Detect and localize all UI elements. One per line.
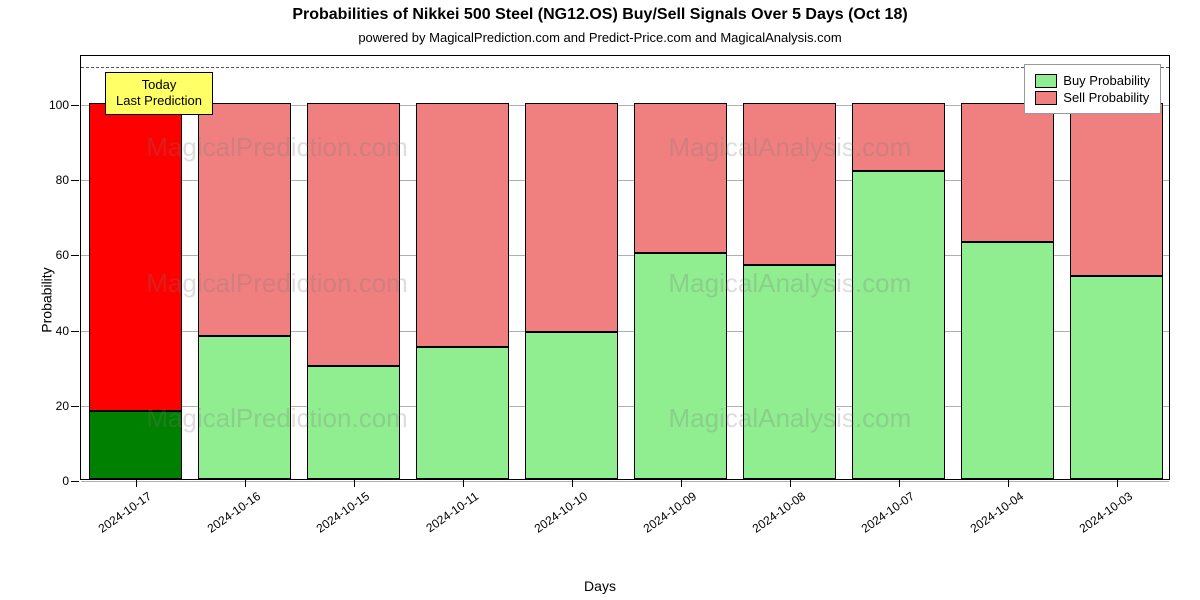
- bar-buy: [416, 347, 510, 479]
- bar-sell: [1070, 103, 1164, 276]
- x-axis-label: Days: [0, 578, 1200, 594]
- bar-buy: [1070, 276, 1164, 479]
- x-tick: [463, 479, 464, 487]
- y-tick: [71, 105, 79, 106]
- bar-sell: [307, 103, 401, 366]
- x-tick: [899, 479, 900, 487]
- bar-sell: [961, 103, 1055, 242]
- x-tick-label: 2024-10-16: [189, 489, 263, 546]
- y-tick-label: 60: [56, 248, 69, 262]
- y-tick: [71, 255, 79, 256]
- bar-slot: [416, 56, 510, 479]
- bar-buy: [525, 332, 619, 479]
- x-tick: [245, 479, 246, 487]
- bar-slot: [307, 56, 401, 479]
- x-tick: [790, 479, 791, 487]
- bar-slot: [525, 56, 619, 479]
- x-tick: [1117, 479, 1118, 487]
- bar-buy: [307, 366, 401, 479]
- x-tick: [1008, 479, 1009, 487]
- y-tick: [71, 406, 79, 407]
- x-tick: [572, 479, 573, 487]
- x-tick-label: 2024-10-08: [734, 489, 808, 546]
- bar-sell: [89, 103, 183, 411]
- legend-swatch-buy: [1035, 74, 1057, 88]
- legend-item-sell: Sell Probability: [1035, 90, 1150, 105]
- x-tick-label: 2024-10-03: [1061, 489, 1135, 546]
- x-tick-label: 2024-10-10: [516, 489, 590, 546]
- legend-label-sell: Sell Probability: [1063, 90, 1149, 105]
- annotation-line-1: Today: [116, 77, 202, 93]
- x-tick: [354, 479, 355, 487]
- annotation-line-2: Last Prediction: [116, 93, 202, 109]
- bar-slot: [961, 56, 1055, 479]
- bar-buy: [198, 336, 292, 479]
- x-tick: [681, 479, 682, 487]
- bar-sell: [525, 103, 619, 332]
- y-tick-label: 40: [56, 324, 69, 338]
- bar-buy: [89, 411, 183, 479]
- y-tick-label: 0: [62, 474, 69, 488]
- bar-slot: [743, 56, 837, 479]
- chart-title: Probabilities of Nikkei 500 Steel (NG12.…: [0, 6, 1200, 24]
- bar-sell: [416, 103, 510, 347]
- x-tick: [136, 479, 137, 487]
- bar-sell: [852, 103, 946, 171]
- x-tick-label: 2024-10-04: [952, 489, 1026, 546]
- x-tick-label: 2024-10-09: [625, 489, 699, 546]
- x-tick-label: 2024-10-17: [80, 489, 154, 546]
- today-annotation: Today Last Prediction: [105, 72, 213, 115]
- bar-sell: [198, 103, 292, 336]
- x-tick-label: 2024-10-11: [407, 489, 481, 546]
- legend-swatch-sell: [1035, 91, 1057, 105]
- y-tick-label: 100: [49, 98, 69, 112]
- legend: Buy Probability Sell Probability: [1024, 64, 1161, 114]
- legend-label-buy: Buy Probability: [1063, 73, 1150, 88]
- bar-slot: [852, 56, 946, 479]
- bar-slot: [1070, 56, 1164, 479]
- bar-slot: [634, 56, 728, 479]
- y-tick: [71, 180, 79, 181]
- plot-area: Today Last Prediction Buy Probability Se…: [80, 55, 1170, 480]
- bar-buy: [743, 265, 837, 479]
- max-reference-line: [81, 67, 1169, 68]
- bar-sell: [743, 103, 837, 265]
- bar-buy: [852, 171, 946, 479]
- legend-item-buy: Buy Probability: [1035, 73, 1150, 88]
- y-tick: [71, 331, 79, 332]
- x-tick-label: 2024-10-15: [298, 489, 372, 546]
- x-tick-label: 2024-10-07: [843, 489, 917, 546]
- bar-slot: [198, 56, 292, 479]
- y-axis-label: Probability: [39, 267, 55, 332]
- bar-sell: [634, 103, 728, 253]
- bar-slot: [89, 56, 183, 479]
- y-tick-label: 20: [56, 399, 69, 413]
- y-tick-label: 80: [56, 173, 69, 187]
- y-tick: [71, 481, 79, 482]
- bar-buy: [961, 242, 1055, 479]
- bar-buy: [634, 253, 728, 479]
- chart-container: Probabilities of Nikkei 500 Steel (NG12.…: [0, 0, 1200, 600]
- chart-subtitle: powered by MagicalPrediction.com and Pre…: [0, 30, 1200, 45]
